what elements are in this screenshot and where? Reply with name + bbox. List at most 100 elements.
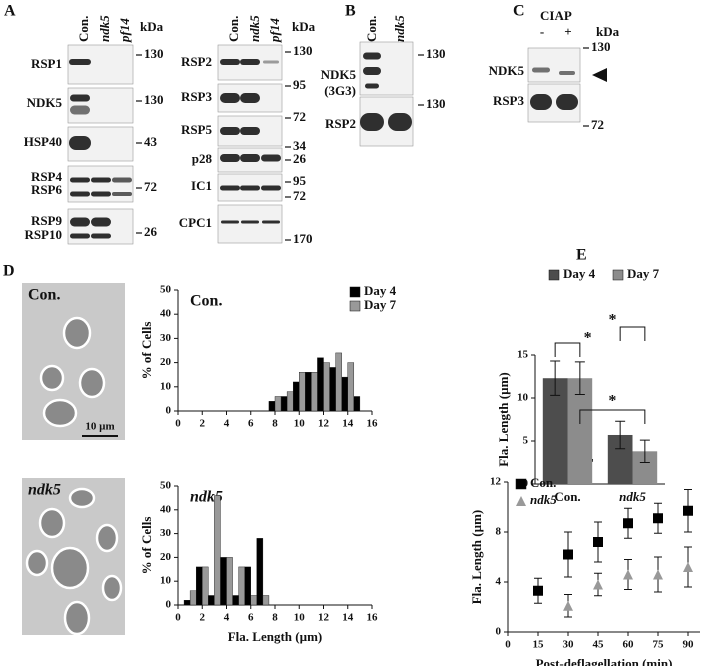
- arrowhead: [592, 68, 607, 82]
- x-tick-label: 2: [200, 418, 206, 430]
- bar: [189, 590, 197, 606]
- blot-panel: [217, 204, 283, 244]
- band: [556, 94, 578, 110]
- annotation: *: [609, 312, 617, 329]
- marker-label: 130: [144, 92, 164, 107]
- annotation: *: [584, 330, 592, 347]
- row-label: RSP3: [493, 93, 525, 108]
- y-tick-label: 50: [160, 284, 172, 296]
- error-bar: [550, 360, 561, 396]
- cell: [68, 487, 96, 509]
- y-tick-label: 30: [160, 527, 172, 539]
- lane-label: pf14: [117, 18, 132, 43]
- row-label: IC1: [191, 178, 212, 193]
- y-tick-label: 4: [496, 576, 502, 588]
- y-axis-label: Fla. Length (µm): [496, 372, 511, 467]
- band: [220, 185, 240, 191]
- lane-label: ndk5: [247, 15, 262, 42]
- cell: [63, 600, 91, 636]
- bar: [347, 362, 355, 412]
- bar: [329, 367, 336, 412]
- point: [593, 579, 603, 590]
- legend-label: Day 7: [627, 266, 660, 281]
- x-tick-label: 12: [318, 612, 330, 624]
- bar: [250, 595, 258, 606]
- cell: [50, 546, 90, 590]
- treatment-label: CIAP: [540, 8, 572, 23]
- point: [563, 549, 573, 560]
- unit-label: kDa: [596, 24, 620, 39]
- bar: [195, 566, 203, 606]
- band: [532, 67, 550, 73]
- bar: [208, 595, 215, 606]
- row-label: RSP9: [31, 213, 63, 228]
- y-tick-label: 0: [496, 626, 502, 638]
- bar: [183, 600, 191, 606]
- bar: [238, 566, 245, 606]
- x-tick-label: 60: [623, 639, 635, 651]
- row-label: NDK5: [321, 67, 357, 82]
- band: [363, 52, 381, 60]
- band: [91, 233, 111, 239]
- y-tick-label: 50: [160, 480, 172, 492]
- x-axis-label: Fla. Length (µm): [228, 629, 323, 644]
- chart-title: Con.: [190, 293, 222, 310]
- bar: [280, 396, 288, 412]
- band: [70, 217, 90, 227]
- legend-label: Day 4: [563, 266, 596, 281]
- x-tick-label: 4: [224, 418, 230, 430]
- lane-label: ndk5: [392, 15, 407, 42]
- row-label: (3G3): [324, 83, 356, 98]
- row-label: RSP10: [24, 227, 62, 242]
- band: [261, 185, 281, 191]
- point: [563, 600, 573, 611]
- blot-panel: [527, 47, 581, 83]
- marker-label: 170: [293, 231, 313, 246]
- panel-letter: D: [3, 263, 15, 280]
- point: [683, 505, 693, 516]
- x-axis-label: Post-deflagellation (min): [536, 656, 673, 666]
- x-tick-label: 6: [248, 418, 254, 430]
- point: [593, 537, 603, 547]
- y-tick-label: 5: [523, 435, 529, 447]
- marker-label: 72: [293, 109, 306, 124]
- band: [240, 127, 260, 135]
- band: [240, 59, 260, 65]
- cell: [101, 574, 123, 602]
- point: [683, 562, 693, 572]
- panel-letter: B: [345, 3, 356, 20]
- lane-label: pf14: [267, 18, 282, 43]
- panel-letter: A: [4, 3, 16, 20]
- x-tick-label: 8: [272, 418, 278, 430]
- x-tick-label: 10: [294, 418, 306, 430]
- bar: [292, 381, 300, 412]
- x-tick-label: 75: [653, 639, 665, 651]
- unit-label: kDa: [140, 19, 164, 34]
- bar: [341, 376, 348, 412]
- band: [220, 127, 240, 135]
- row-label: RSP2: [325, 116, 356, 131]
- x-tick-label: 15: [533, 639, 545, 651]
- micrograph-label: Con.: [28, 287, 60, 304]
- cell: [95, 523, 119, 553]
- x-tick-label: 4: [224, 612, 230, 624]
- panel-letter: C: [513, 3, 525, 20]
- x-tick-label: 16: [367, 418, 379, 430]
- x-tick-label: 45: [593, 639, 605, 651]
- legend-swatch: [515, 478, 527, 490]
- band: [262, 220, 280, 224]
- y-tick-label: 8: [496, 526, 502, 538]
- band: [70, 177, 90, 183]
- point: [533, 585, 543, 596]
- bar: [335, 352, 342, 412]
- y-tick-label: 20: [160, 551, 172, 563]
- legend-label: Con.: [530, 475, 556, 490]
- y-tick-label: 20: [160, 356, 172, 368]
- marker-label: 95: [293, 173, 307, 188]
- marker-label: 130: [293, 43, 313, 58]
- lane-label: -: [540, 24, 544, 39]
- y-axis-label: % of Cells: [139, 322, 154, 380]
- band: [263, 60, 279, 64]
- band: [112, 192, 132, 196]
- row-label: p28: [192, 151, 213, 166]
